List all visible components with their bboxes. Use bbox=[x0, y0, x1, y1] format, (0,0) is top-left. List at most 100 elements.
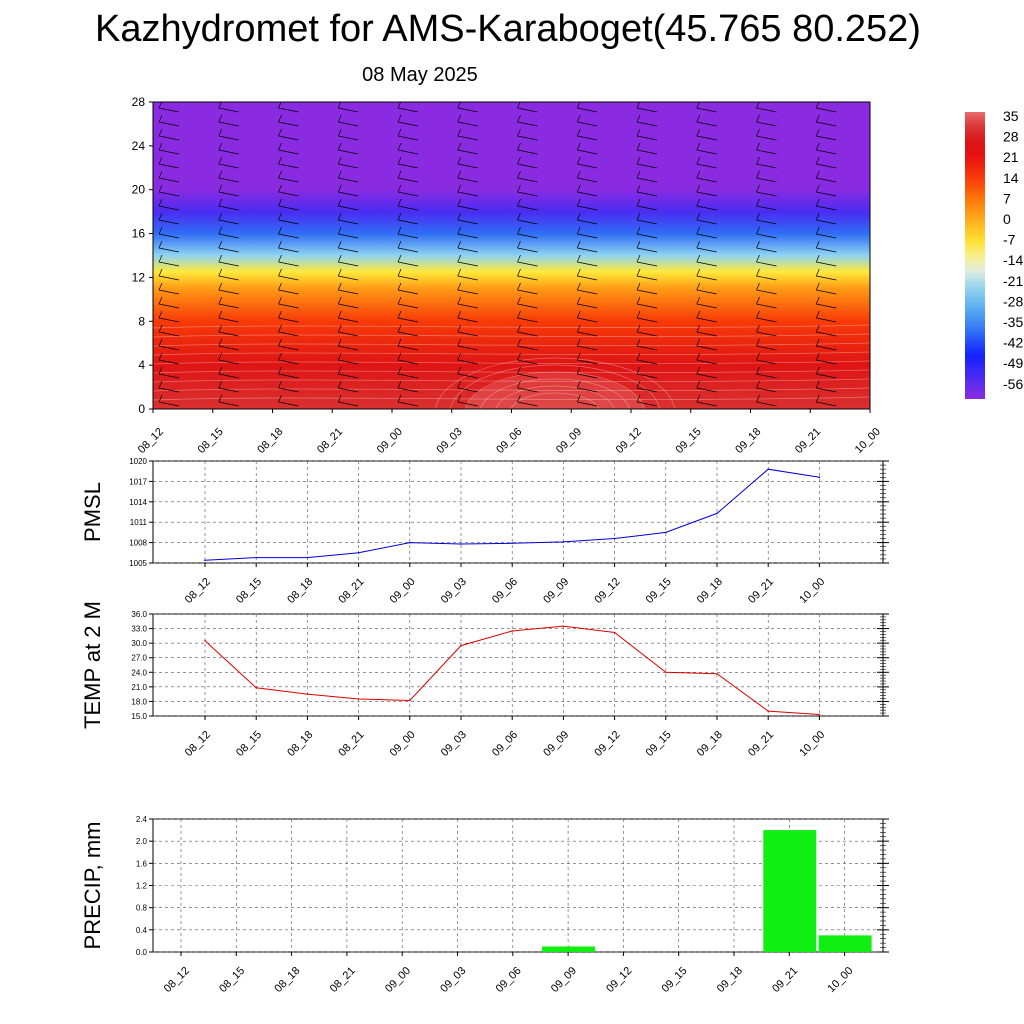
wind-barb-flag bbox=[158, 254, 163, 263]
data-point bbox=[818, 476, 821, 479]
wind-barb-flag bbox=[457, 198, 462, 207]
wind-barb-flag bbox=[815, 184, 820, 193]
wind-barb-flag bbox=[457, 296, 462, 305]
x-tick-label: 09_15 bbox=[644, 729, 674, 759]
wind-barb-flag bbox=[576, 212, 581, 221]
wind-barb bbox=[397, 331, 419, 337]
wind-barb-flag bbox=[517, 128, 521, 137]
y-tick-label: 8 bbox=[138, 314, 145, 328]
wind-barb-flag bbox=[457, 366, 462, 375]
wind-barb bbox=[636, 163, 658, 169]
wind-barb-flag bbox=[158, 310, 163, 319]
wind-barb bbox=[696, 345, 717, 351]
wind-barb bbox=[457, 177, 478, 183]
wind-barb bbox=[577, 107, 598, 113]
wind-barbs bbox=[158, 102, 896, 407]
wind-barb bbox=[278, 191, 299, 197]
wind-barb bbox=[756, 331, 777, 337]
wind-barb bbox=[457, 317, 478, 323]
wind-barb-flag bbox=[158, 282, 163, 291]
wind-barb-flag bbox=[457, 128, 462, 137]
wind-barb-flag bbox=[636, 380, 641, 389]
wind-barb-flag bbox=[636, 240, 641, 249]
contour-line bbox=[153, 360, 870, 365]
warm-core bbox=[465, 373, 645, 409]
y-tick-label: 33.0 bbox=[131, 625, 147, 634]
wind-barb-flag bbox=[756, 394, 760, 403]
wind-barb bbox=[876, 262, 896, 266]
wind-barb bbox=[876, 346, 896, 350]
wind-barb bbox=[876, 276, 896, 280]
wind-barb-flag bbox=[696, 156, 701, 165]
colorbar-label: -21 bbox=[1003, 273, 1023, 289]
wind-barb bbox=[397, 191, 419, 197]
wind-barb bbox=[517, 373, 538, 379]
wind-barb-flag bbox=[636, 352, 641, 361]
wind-barb-flag bbox=[696, 352, 701, 361]
colorbar-label: 35 bbox=[1003, 108, 1019, 124]
wind-barb-flag bbox=[397, 170, 402, 179]
wind-barb bbox=[577, 261, 598, 267]
wind-barb bbox=[577, 121, 598, 127]
wind-barb-flag bbox=[815, 352, 820, 361]
wind-barb bbox=[696, 135, 717, 141]
wind-barb-flag bbox=[337, 352, 342, 361]
wind-barb-flag bbox=[158, 240, 163, 249]
wind-barb bbox=[397, 317, 419, 323]
wind-barb-flag bbox=[696, 282, 701, 291]
wind-barb-flag bbox=[278, 114, 282, 123]
wind-barb bbox=[876, 388, 896, 392]
wind-barb bbox=[696, 205, 717, 211]
wind-barb bbox=[756, 191, 777, 197]
wind-barb-flag bbox=[756, 170, 760, 179]
wind-barb bbox=[577, 345, 598, 351]
wind-barb-flag bbox=[397, 128, 402, 137]
x-tick-label: 09_21 bbox=[793, 426, 823, 456]
wind-barb bbox=[218, 247, 239, 253]
wind-barb-flag bbox=[337, 240, 342, 249]
wind-barb bbox=[457, 191, 478, 197]
wind-barb-flag bbox=[218, 128, 223, 137]
x-tick-label: 10_00 bbox=[797, 576, 827, 606]
wind-barb bbox=[636, 359, 658, 365]
wind-barb bbox=[218, 261, 239, 267]
wind-barb bbox=[278, 303, 299, 309]
wind-barb bbox=[816, 135, 837, 141]
colorbar-label: -49 bbox=[1003, 355, 1023, 371]
wind-barb-flag bbox=[278, 352, 282, 361]
wind-barb bbox=[158, 373, 180, 379]
x-tick-label: 08_21 bbox=[328, 965, 358, 995]
wind-barb-flag bbox=[696, 240, 701, 249]
wind-barb-flag bbox=[756, 184, 760, 193]
wind-barb bbox=[338, 373, 359, 379]
wind-barb-flag bbox=[337, 142, 342, 151]
wind-barb bbox=[278, 345, 299, 351]
wind-barb bbox=[577, 205, 598, 211]
wind-barb-flag bbox=[876, 227, 879, 234]
wind-barb bbox=[756, 163, 777, 169]
colorbar-label: -14 bbox=[1003, 252, 1023, 268]
wind-barb-flag bbox=[876, 297, 879, 304]
wind-barb-flag bbox=[517, 198, 521, 207]
x-tick-label: 09_12 bbox=[592, 576, 622, 606]
x-tick-label: 09_18 bbox=[695, 729, 725, 759]
precip-panel: 0.0 0.4 0.8 1.2 1.6 2.0 2.4 08_12 08_15 08_18 08_2… bbox=[80, 815, 889, 995]
wind-barb-flag bbox=[576, 198, 581, 207]
data-point bbox=[357, 552, 360, 554]
x-tick-label: 08_15 bbox=[234, 576, 264, 606]
wind-barb-flag bbox=[576, 338, 581, 347]
wind-barb-flag bbox=[815, 198, 820, 207]
wind-barb bbox=[756, 401, 777, 407]
wind-barb bbox=[278, 107, 299, 113]
wind-barb bbox=[517, 331, 538, 337]
wind-barb bbox=[338, 345, 359, 351]
wind-barb bbox=[577, 331, 598, 337]
wind-barb-flag bbox=[218, 338, 223, 347]
wind-barb-flag bbox=[576, 156, 581, 165]
data-point bbox=[716, 512, 718, 515]
wind-barb-flag bbox=[876, 395, 879, 402]
x-tick-label: 09_21 bbox=[746, 729, 776, 759]
wind-barb-flag bbox=[876, 353, 879, 360]
wind-barb bbox=[876, 206, 896, 210]
wind-barb-flag bbox=[517, 254, 521, 263]
